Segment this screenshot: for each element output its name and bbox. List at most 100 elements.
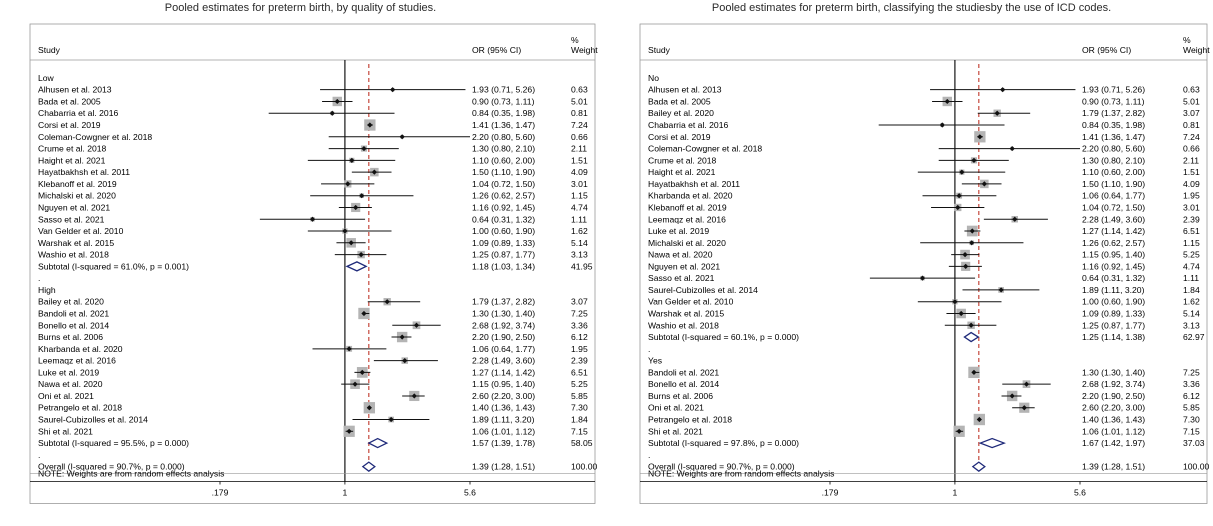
or-ci-value: 1.16 (0.92, 1.45) [472, 202, 535, 212]
study-label: Oni et al. 2021 [648, 403, 704, 413]
subtotal-diamond [980, 439, 1004, 448]
study-label: Bandoli et al. 2021 [38, 308, 109, 318]
or-ci-value: 1.06 (1.01, 1.12) [472, 426, 535, 436]
group-label: Yes [648, 356, 662, 366]
x-tick-label: .179 [822, 488, 839, 498]
weight-value: 0.63 [571, 85, 588, 95]
or-ci-value: 1.57 (1.39, 1.78) [472, 438, 535, 448]
weight-value: 3.01 [1183, 202, 1200, 212]
or-ci-value: 1.00 (0.60, 1.90) [1082, 297, 1145, 307]
or-ci-value: 1.10 (0.60, 2.00) [472, 155, 535, 165]
weight-value: 58.05 [571, 438, 593, 448]
subtotal-diamond [347, 262, 366, 271]
or-ci-value: 1.50 (1.10, 1.90) [472, 167, 535, 177]
study-label: Nguyen et al. 2021 [38, 202, 110, 212]
study-label: Klebanoff et al. 2019 [38, 179, 117, 189]
study-label: Petrangelo et al. 2018 [648, 415, 732, 425]
study-label: Corsi et al. 2019 [38, 120, 101, 130]
study-label: Nawa et al. 2020 [38, 379, 103, 389]
chart-title: Pooled estimates for preterm birth, by q… [0, 2, 601, 14]
weight-value: 0.66 [1183, 144, 1200, 154]
weight-value: 1.51 [571, 155, 588, 165]
or-ci-value: 1.25 (0.87, 1.77) [1082, 320, 1145, 330]
forest-plot-quality: Pooled estimates for preterm birth, by q… [0, 0, 601, 526]
weight-value: 62.97 [1183, 332, 1205, 342]
overall-diamond [973, 462, 985, 471]
weight-value: 1.95 [571, 344, 588, 354]
weight-value: 7.25 [1183, 367, 1200, 377]
weight-value: 1.62 [1183, 297, 1200, 307]
or-ci-value: 1.30 (1.30, 1.40) [472, 308, 535, 318]
study-label: Bailey et al. 2020 [38, 297, 104, 307]
or-ci-value: 2.28 (1.49, 3.60) [472, 356, 535, 366]
study-label: Van Gelder et al. 2010 [648, 297, 734, 307]
or-ci-value: 1.18 (1.03, 1.34) [472, 261, 535, 271]
study-label: Leemaqz et al. 2016 [648, 214, 726, 224]
study-label: Crume et al. 2018 [648, 155, 717, 165]
chart-title: Pooled estimates for preterm birth, clas… [610, 2, 1213, 14]
or-ci-value: 2.28 (1.49, 3.60) [1082, 214, 1145, 224]
or-ci-value: 1.00 (0.60, 1.90) [472, 226, 535, 236]
study-label: Crume et al. 2018 [38, 144, 107, 154]
weight-value: 100.00 [571, 462, 598, 472]
study-label: Saurel-Cubizolles et al. 2014 [38, 415, 148, 425]
separator-dot: . [648, 344, 650, 354]
or-ci-value: 1.79 (1.37, 2.82) [1082, 108, 1145, 118]
separator-dot: . [38, 450, 40, 460]
or-ci-value: 1.30 (0.80, 2.10) [1082, 155, 1145, 165]
weight-value: 7.24 [571, 120, 588, 130]
study-label: Nguyen et al. 2021 [648, 261, 720, 271]
weight-value: 37.03 [1183, 438, 1205, 448]
weight-value: 1.95 [1183, 191, 1200, 201]
or-ci-value: 1.93 (0.71, 5.26) [472, 85, 535, 95]
weight-value: 5.01 [1183, 96, 1200, 106]
or-ci-value: 1.06 (0.64, 1.77) [472, 344, 535, 354]
study-label: Haight et al. 2021 [648, 167, 716, 177]
weight-value: 5.85 [1183, 403, 1200, 413]
or-ci-value: 1.27 (1.14, 1.42) [1082, 226, 1145, 236]
or-ci-value: 1.41 (1.36, 1.47) [472, 120, 535, 130]
separator-dot: . [38, 273, 40, 283]
weight-value: 7.15 [571, 426, 588, 436]
overall-diamond [363, 462, 375, 471]
group-label: No [648, 73, 659, 83]
study-label: Nawa et al. 2020 [648, 250, 713, 260]
weight-value: 3.13 [571, 250, 588, 260]
study-label: Warshak et al. 2015 [648, 308, 724, 318]
weight-value: 7.30 [571, 403, 588, 413]
or-ci-value: 1.09 (0.89, 1.33) [1082, 308, 1145, 318]
subtotal-label: Subtotal (I-squared = 61.0%, p = 0.001) [38, 261, 189, 271]
weight-value: 6.12 [1183, 391, 1200, 401]
study-label: Sasso et al. 2021 [38, 214, 105, 224]
or-ci-value: 1.15 (0.95, 1.40) [472, 379, 535, 389]
study-label: Bonello et al. 2014 [648, 379, 719, 389]
or-ci-value: 2.68 (1.92, 3.74) [472, 320, 535, 330]
weight-value: 2.39 [1183, 214, 1200, 224]
column-header-weight: Weight [1183, 45, 1210, 55]
or-ci-value: 1.16 (0.92, 1.45) [1082, 261, 1145, 271]
study-label: Chabarria et al. 2016 [648, 120, 728, 130]
point-estimate [390, 87, 395, 92]
study-label: Bailey et al. 2020 [648, 108, 714, 118]
or-ci-value: 1.67 (1.42, 1.97) [1082, 438, 1145, 448]
subtotal-label: Subtotal (I-squared = 97.8%, p = 0.000) [648, 438, 799, 448]
or-ci-value: 0.90 (0.73, 1.11) [472, 96, 535, 106]
study-label: Hayatbakhsh et al. 2011 [38, 167, 130, 177]
x-tick-label: 1 [953, 488, 958, 498]
weight-value: 41.95 [571, 261, 593, 271]
or-ci-value: 2.20 (0.80, 5.60) [472, 132, 535, 142]
weight-value: 1.62 [571, 226, 588, 236]
or-ci-value: 1.40 (1.36, 1.43) [472, 403, 535, 413]
study-label: Shi et al. 2021 [38, 426, 93, 436]
x-tick-label: 5.6 [1074, 488, 1086, 498]
point-estimate [1000, 87, 1005, 92]
column-header-weight-percent: % [1183, 35, 1191, 45]
or-ci-value: 1.39 (1.28, 1.51) [1082, 462, 1145, 472]
study-label: Saurel-Cubizolles et al. 2014 [648, 285, 758, 295]
weight-value: 6.12 [571, 332, 588, 342]
subtotal-label: Subtotal (I-squared = 60.1%, p = 0.000) [648, 332, 799, 342]
column-header-or: OR (95% CI) [1082, 45, 1131, 55]
study-label: Bandoli et al. 2021 [648, 367, 719, 377]
or-ci-value: 1.09 (0.89, 1.33) [472, 238, 535, 248]
weight-value: 5.01 [571, 96, 588, 106]
